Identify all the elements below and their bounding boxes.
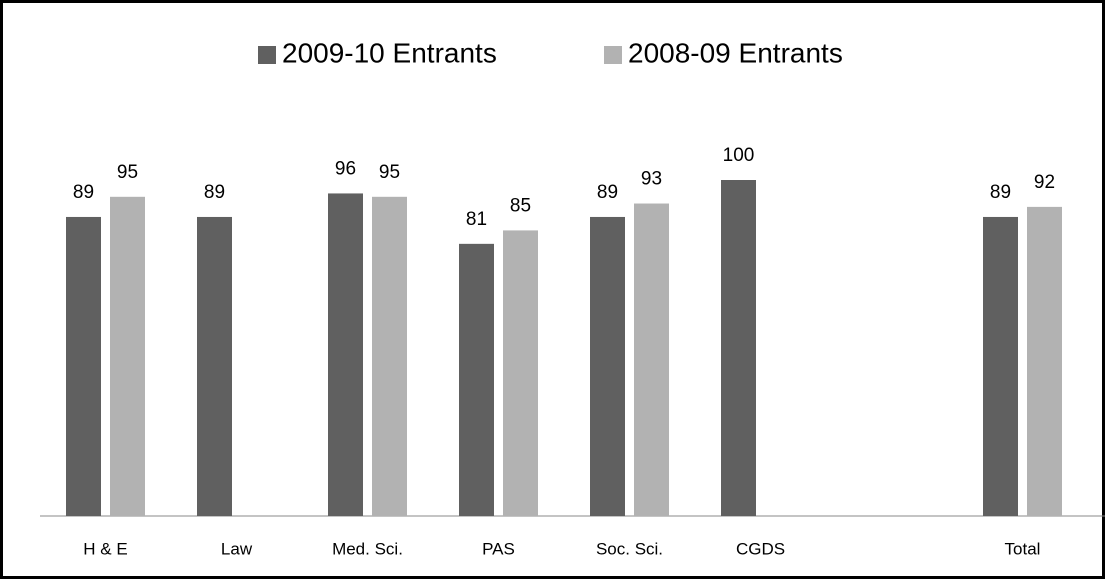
legend-label: 2008-09 Entrants xyxy=(628,37,843,68)
bar xyxy=(590,216,625,516)
value-label: 95 xyxy=(117,162,138,183)
value-label: 89 xyxy=(73,182,94,203)
value-label: 89 xyxy=(990,182,1011,203)
bar xyxy=(328,193,363,516)
bar xyxy=(372,196,407,517)
bar xyxy=(1027,206,1062,516)
value-label: 85 xyxy=(510,195,531,216)
x-tick-label: CGDS xyxy=(736,539,785,558)
x-tick-label: Soc. Sci. xyxy=(596,539,663,558)
legend-label: 2009-10 Entrants xyxy=(282,37,497,68)
legend-swatch xyxy=(604,46,622,64)
bar xyxy=(110,196,145,517)
value-label: 89 xyxy=(204,182,225,203)
value-label: 96 xyxy=(335,158,356,179)
bar xyxy=(503,230,538,516)
bar xyxy=(634,203,669,516)
bar xyxy=(66,216,101,516)
x-tick-label: Med. Sci. xyxy=(332,539,403,558)
bar xyxy=(197,216,232,516)
x-tick-label: PAS xyxy=(482,539,515,558)
bar xyxy=(721,180,756,516)
value-label: 95 xyxy=(379,162,400,183)
value-label: 100 xyxy=(723,145,755,166)
x-tick-label: Total xyxy=(1005,539,1041,558)
value-label: 93 xyxy=(641,169,662,190)
value-label: 89 xyxy=(597,182,618,203)
value-label: 81 xyxy=(466,209,487,230)
value-label: 92 xyxy=(1034,172,1055,193)
x-tick-label: H & E xyxy=(83,539,127,558)
x-tick-label: Law xyxy=(221,539,253,558)
bar xyxy=(983,216,1018,516)
bar xyxy=(459,243,494,516)
legend-swatch xyxy=(258,46,276,64)
